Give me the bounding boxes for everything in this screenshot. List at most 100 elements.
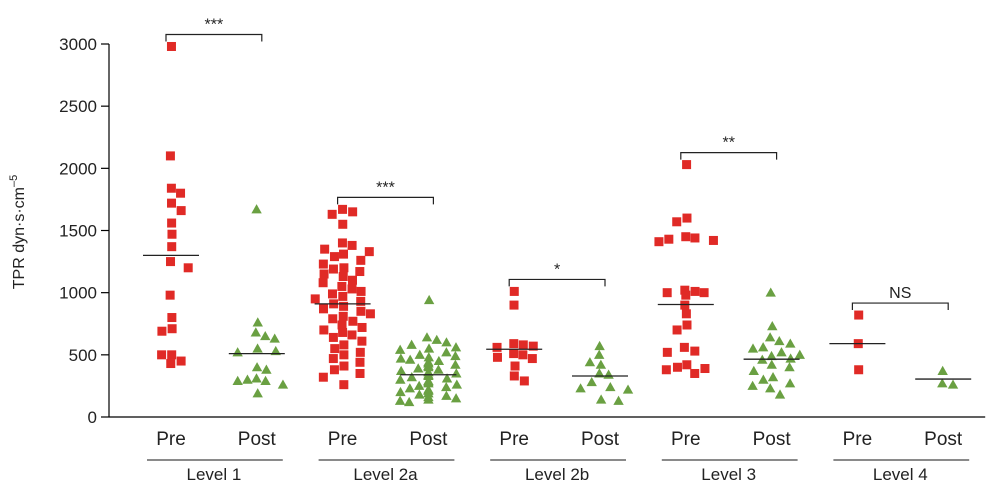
post-point [251, 204, 262, 214]
post-point [767, 321, 778, 331]
pre-point [183, 263, 193, 273]
pre-point [176, 356, 186, 366]
significance-bracket [508, 278, 606, 287]
post-point [433, 355, 445, 366]
pre-point [339, 380, 349, 390]
post-point [394, 344, 406, 354]
pre-point [310, 294, 320, 304]
post-point [252, 388, 263, 398]
post-point [594, 368, 605, 378]
pre-point [167, 242, 177, 252]
pre-point [365, 309, 375, 319]
post-point [575, 383, 586, 393]
pre-point [690, 346, 700, 356]
post-label: Post [581, 429, 620, 450]
post-point [747, 343, 759, 353]
post-point [431, 334, 442, 344]
post-point [450, 359, 461, 369]
post-point [766, 359, 777, 369]
y-axis-label-text: TPR dyn·s·cm [11, 187, 28, 289]
post-point [406, 372, 417, 382]
post-point [251, 373, 262, 383]
post-point [413, 363, 424, 373]
y-tick-label: 0 [88, 408, 97, 427]
post-point [423, 394, 434, 404]
post-point [603, 369, 614, 379]
pre-label: Pre [499, 429, 529, 450]
y-tick-label: 2500 [59, 97, 97, 116]
pre-point [355, 368, 365, 378]
y-tick-label: 1000 [59, 284, 97, 303]
post-point [784, 362, 795, 372]
pre-point [348, 316, 358, 326]
pre-point [510, 361, 520, 371]
post-point [785, 353, 796, 363]
pre-point [681, 309, 691, 319]
pre-point [356, 306, 366, 316]
pre-point [347, 330, 357, 340]
pre-point [528, 341, 538, 351]
pre-point [329, 252, 339, 262]
post-point [423, 352, 435, 362]
post-point [242, 374, 253, 384]
significance-bracket [337, 196, 434, 205]
pre-point [682, 213, 692, 223]
post-point [747, 380, 758, 390]
post-point [421, 332, 433, 342]
post-point [767, 372, 779, 382]
pre-point [337, 238, 347, 248]
post-label: Post [409, 429, 448, 450]
pre-point [355, 357, 365, 367]
group-label: Level 2a [353, 465, 418, 484]
post-point [765, 287, 776, 297]
post-point [277, 379, 289, 389]
pre-point [679, 342, 689, 352]
post-point [784, 378, 796, 388]
group-label: Level 4 [873, 465, 928, 484]
pre-point [492, 342, 502, 352]
pre-point [338, 291, 348, 301]
group-label: Level 1 [186, 465, 241, 484]
post-point [404, 383, 416, 393]
post-point [441, 373, 453, 383]
pre-point [357, 336, 367, 346]
pre-point [327, 289, 337, 299]
post-point [395, 374, 406, 384]
post-point [270, 345, 281, 356]
post-point [252, 317, 263, 327]
post-point [757, 342, 769, 352]
post-point [937, 378, 948, 388]
pre-point [318, 259, 328, 269]
pre-point [319, 269, 329, 279]
post-point [441, 381, 452, 392]
significance-label: *** [376, 179, 395, 196]
pre-point [356, 286, 366, 296]
pre-point [518, 350, 528, 360]
post-point [441, 390, 452, 400]
post-point [450, 350, 461, 361]
pre-point [509, 339, 519, 349]
pre-label: Pre [843, 429, 873, 450]
pre-point [339, 350, 349, 360]
pre-point [339, 249, 349, 259]
post-point [758, 374, 769, 384]
pre-point [680, 285, 690, 295]
pre-point [167, 198, 177, 208]
post-point [413, 380, 425, 390]
post-point [594, 349, 605, 359]
median-lines [143, 254, 972, 380]
pre-point [690, 233, 700, 243]
pre-point [509, 349, 519, 359]
pre-point [681, 290, 691, 300]
significance-label: * [554, 261, 560, 278]
pre-point [319, 325, 329, 335]
post-point [441, 337, 452, 347]
post-point [395, 386, 406, 397]
post-point [403, 396, 415, 407]
post-point [774, 335, 785, 346]
pre-point [328, 314, 338, 324]
pre-point [166, 257, 176, 267]
pre-point [355, 267, 365, 277]
